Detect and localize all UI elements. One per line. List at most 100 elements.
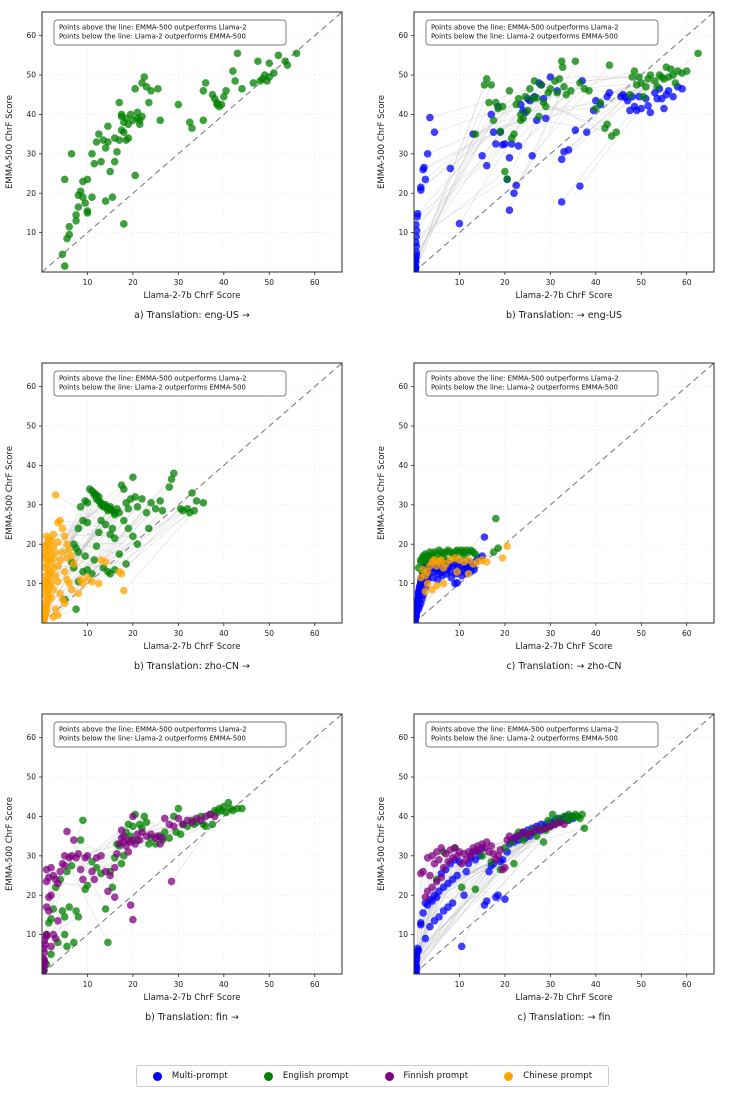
svg-text:50: 50 — [264, 629, 274, 638]
x-axis-label: Llama-2-7b ChrF Score — [515, 291, 612, 301]
svg-text:60: 60 — [310, 629, 320, 638]
y-axis-label: EMMA-500 ChrF Score — [377, 446, 387, 540]
gridlines — [414, 12, 714, 272]
y-axis-label: EMMA-500 ChrF Score — [377, 797, 387, 891]
svg-text:10: 10 — [26, 579, 36, 588]
svg-text:60: 60 — [682, 278, 692, 287]
svg-text:50: 50 — [264, 278, 274, 287]
annotation-box: Points above the line: EMMA-500 outperfo… — [425, 721, 659, 748]
legend-item-chinese-prompt: Chinese prompt — [504, 1071, 592, 1081]
gridlines — [414, 714, 714, 974]
svg-text:50: 50 — [26, 773, 36, 782]
annotation-box: Points above the line: EMMA-500 outperfo… — [53, 370, 287, 397]
svg-text:30: 30 — [26, 500, 36, 509]
svg-text:10: 10 — [455, 278, 465, 287]
panel-zho-cn-from: 10 10 20 20 30 30 40 40 50 50 60 60 Llama-2-7b ChrF … — [0, 351, 372, 702]
svg-text:10: 10 — [398, 930, 408, 939]
annotation-box: Points above the line: EMMA-500 outperfo… — [53, 721, 287, 748]
series-chinese — [417, 542, 511, 596]
axis-ticks: 10 10 20 20 30 30 40 40 50 50 60 60 — [398, 733, 691, 989]
plot-frame — [41, 11, 343, 273]
panel-caption: b) Translation: fin → — [145, 1012, 239, 1023]
svg-text:30: 30 — [26, 149, 36, 158]
legend-label: Chinese prompt — [523, 1071, 593, 1081]
svg-text:40: 40 — [219, 629, 229, 638]
svg-text:Points above the line: EMMA-50: Points above the line: EMMA-500 outperfo… — [59, 375, 247, 383]
svg-text:Points above the line: EMMA-50: Points above the line: EMMA-500 outperfo… — [59, 726, 247, 734]
axis-ticks: 10 10 20 20 30 30 40 40 50 50 60 60 — [398, 31, 691, 287]
svg-text:40: 40 — [26, 461, 36, 470]
svg-text:50: 50 — [636, 278, 646, 287]
x-axis-label: Llama-2-7b ChrF Score — [515, 993, 612, 1003]
svg-text:60: 60 — [26, 733, 36, 742]
plot-frame — [41, 362, 343, 624]
plot-frame — [41, 713, 343, 975]
svg-text:60: 60 — [310, 278, 320, 287]
svg-text:60: 60 — [398, 31, 408, 40]
series-english — [58, 49, 301, 270]
series-multi — [414, 73, 686, 272]
svg-text:Points above the line: EMMA-50: Points above the line: EMMA-500 outperfo… — [431, 24, 619, 32]
y-axis-label: EMMA-500 ChrF Score — [5, 95, 15, 189]
axis-ticks: 10 10 20 20 30 30 40 40 50 50 60 60 — [398, 382, 691, 638]
svg-text:60: 60 — [310, 980, 320, 989]
svg-text:20: 20 — [26, 891, 36, 900]
panel-fin-from: 10 10 20 20 30 30 40 40 50 50 60 60 Llama-2-7b ChrF … — [0, 702, 372, 1053]
svg-text:30: 30 — [174, 980, 184, 989]
legend-label: Multi-prompt — [171, 1071, 228, 1081]
annotation-box: Points above the line: EMMA-500 outperfo… — [53, 19, 287, 46]
panel-to-fin: 10 10 20 20 30 30 40 40 50 50 60 60 Llama-2-7b ChrF … — [372, 702, 745, 1053]
legend-item-finnish-prompt: Finnish prompt — [384, 1071, 469, 1081]
svg-text:10: 10 — [398, 579, 408, 588]
scatter-plot-to-eng-us: 10 10 20 20 30 30 40 40 50 50 60 60 Llama-2-7b ChrF … — [377, 11, 715, 321]
panel-caption: a) Translation: eng-US → — [134, 310, 250, 321]
panel-to-zho-cn: 10 10 20 20 30 30 40 40 50 50 60 60 Llama-2-7b ChrF … — [372, 351, 745, 702]
svg-text:20: 20 — [128, 980, 138, 989]
series-english — [471, 49, 702, 183]
svg-text:20: 20 — [128, 629, 138, 638]
series-chinese — [42, 491, 128, 623]
svg-text:40: 40 — [26, 812, 36, 821]
svg-text:50: 50 — [26, 71, 36, 80]
panel-caption: b) Translation: zho-CN → — [134, 661, 250, 672]
svg-text:30: 30 — [174, 629, 184, 638]
legend-item-english-prompt: English prompt — [263, 1071, 349, 1081]
svg-text:Points below the line: Llama-2: Points below the line: Llama-2 outperfor… — [431, 384, 618, 392]
y-axis-label: EMMA-500 ChrF Score — [377, 95, 387, 189]
identity-line — [413, 11, 715, 273]
panel-caption: b) Translation: → eng-US — [506, 310, 622, 321]
plot-frame — [413, 362, 715, 624]
legend-marker-chinese — [504, 1071, 514, 1081]
scatter-plot-to-zho-cn: 10 10 20 20 30 30 40 40 50 50 60 60 Llama-2-7b ChrF … — [377, 362, 715, 672]
legend-marker-finnish — [384, 1071, 394, 1081]
x-axis-label: Llama-2-7b ChrF Score — [143, 993, 240, 1003]
legend-label: Finnish prompt — [403, 1071, 469, 1081]
plot-frame — [413, 713, 715, 975]
axis-ticks: 10 10 20 20 30 30 40 40 50 50 60 60 — [26, 31, 319, 287]
panel-to-eng-us: 10 10 20 20 30 30 40 40 50 50 60 60 Llama-2-7b ChrF … — [372, 0, 745, 351]
identity-line — [41, 11, 343, 273]
svg-text:20: 20 — [26, 189, 36, 198]
svg-text:20: 20 — [398, 540, 408, 549]
svg-text:40: 40 — [591, 278, 601, 287]
legend-item-multi-prompt: Multi-prompt — [152, 1071, 228, 1081]
svg-text:30: 30 — [398, 149, 408, 158]
svg-text:10: 10 — [26, 930, 36, 939]
svg-text:50: 50 — [398, 71, 408, 80]
svg-text:10: 10 — [26, 228, 36, 237]
identity-line — [413, 713, 715, 975]
svg-text:60: 60 — [26, 382, 36, 391]
legend-row: Multi-prompt English prompt Finnish prompt… — [0, 1053, 745, 1099]
svg-text:30: 30 — [398, 851, 408, 860]
annotation-box: Points above the line: EMMA-500 outperfo… — [425, 370, 659, 397]
svg-text:10: 10 — [83, 980, 93, 989]
svg-text:20: 20 — [128, 278, 138, 287]
svg-text:50: 50 — [398, 422, 408, 431]
series-finnish — [417, 818, 568, 901]
identity-line — [41, 713, 343, 975]
svg-text:60: 60 — [682, 629, 692, 638]
figure-legend: Multi-prompt English prompt Finnish prompt… — [135, 1065, 610, 1087]
panel-eng-us-from: 10 10 20 20 30 30 40 40 50 50 60 60 Llama-2-7b ChrF … — [0, 0, 372, 351]
axis-ticks: 10 10 20 20 30 30 40 40 50 50 60 60 — [26, 733, 319, 989]
